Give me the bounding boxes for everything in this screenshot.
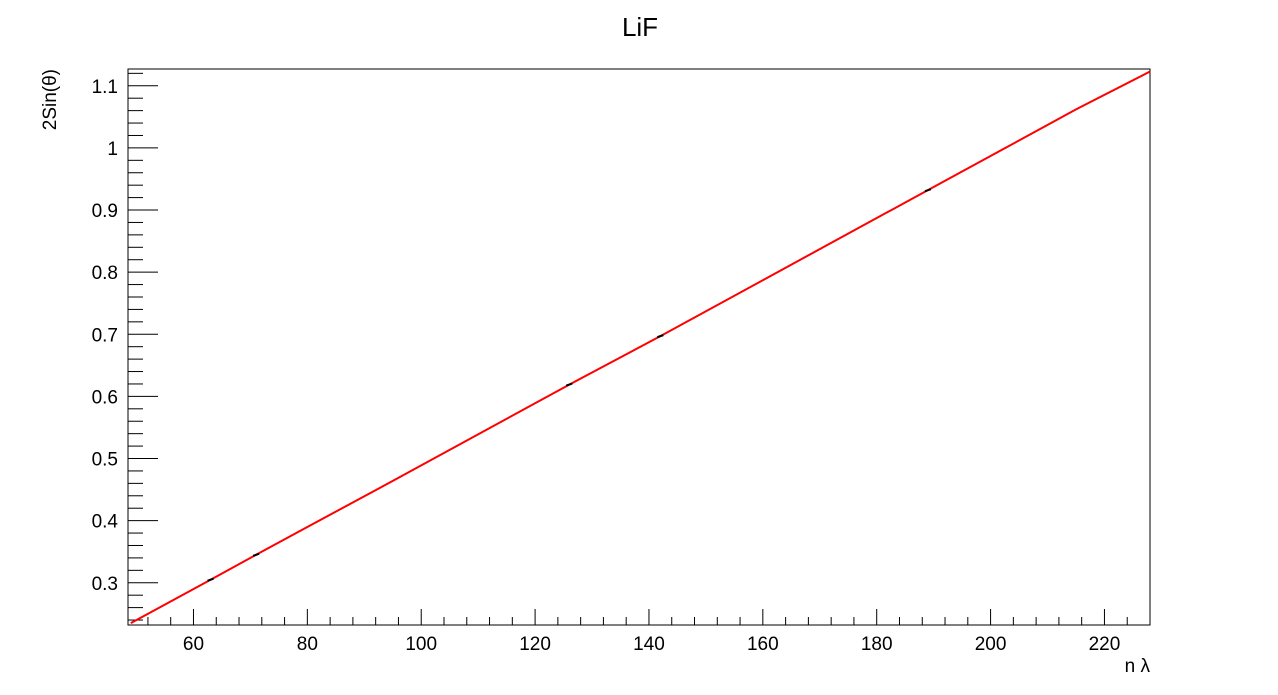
data-point xyxy=(657,334,664,339)
y-axis-title: 2Sin(θ) xyxy=(40,69,61,130)
y-tick-label: 1.1 xyxy=(92,77,118,98)
y-tick-label: 0.6 xyxy=(92,387,118,408)
y-tick-label: 0.3 xyxy=(92,574,118,595)
chart-title: LiF xyxy=(622,12,658,42)
x-tick-label: 80 xyxy=(297,634,318,655)
x-tick-label: 220 xyxy=(1089,634,1121,655)
x-axis-title: n λ xyxy=(1125,656,1151,677)
data-point xyxy=(207,577,214,582)
axis-ticks xyxy=(128,72,1151,625)
y-tick-label: 0.7 xyxy=(92,325,118,346)
data-point xyxy=(565,382,573,387)
x-tick-label: 140 xyxy=(633,634,665,655)
x-tick-label: 120 xyxy=(519,634,551,655)
x-tick-label: 160 xyxy=(747,634,779,655)
series-layer xyxy=(130,70,1151,624)
data-point xyxy=(924,188,932,193)
y-tick-label: 1 xyxy=(107,139,118,160)
y-tick-label: 0.9 xyxy=(92,201,118,222)
x-tick-label: 100 xyxy=(405,634,437,655)
y-tick-label: 0.4 xyxy=(92,512,119,533)
y-tick-label: 0.5 xyxy=(92,450,118,471)
tick-labels: 60 80 100 120 140 160 180 200 220 0.3 0.4 0.5 0.6 0.7… xyxy=(92,77,1121,655)
series-line xyxy=(130,70,1151,624)
data-point xyxy=(252,552,260,557)
y-tick-label: 0.8 xyxy=(92,263,118,284)
x-tick-label: 60 xyxy=(183,634,204,655)
x-tick-label: 200 xyxy=(975,634,1007,655)
x-tick-label: 180 xyxy=(861,634,893,655)
